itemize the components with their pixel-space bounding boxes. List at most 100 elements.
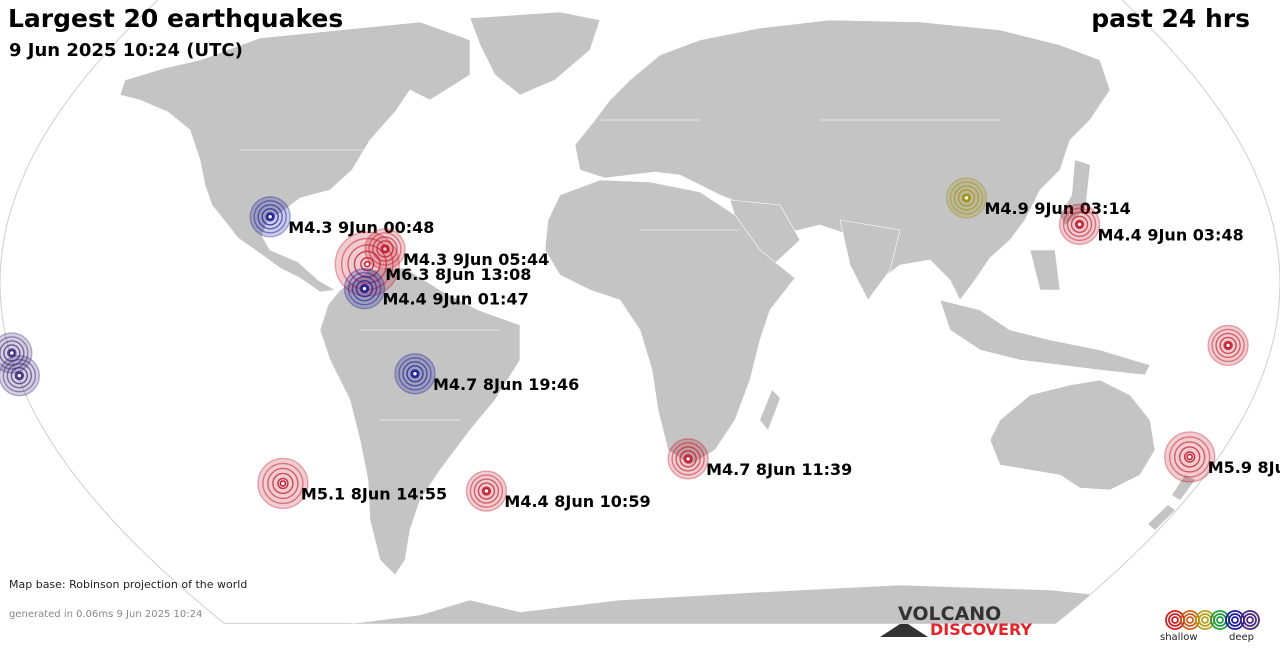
quake-ring xyxy=(1070,215,1089,234)
quake-ring xyxy=(1211,328,1245,363)
legend-depth-ring xyxy=(1228,613,1242,627)
quake-epicenter xyxy=(1076,221,1083,228)
quake-epicenter xyxy=(963,194,970,202)
quake-epicenter xyxy=(16,372,23,379)
quake-label: M4.3 9Jun 00:48 xyxy=(288,218,434,237)
quake-ring xyxy=(1207,324,1249,367)
quake-ring xyxy=(1163,431,1216,483)
south-america xyxy=(319,267,521,576)
map-title: Largest 20 earthquakes xyxy=(8,4,344,33)
quake-epicenter xyxy=(483,487,490,495)
quake-ring xyxy=(351,275,378,302)
quake-epicenter xyxy=(381,245,389,253)
quake-ring xyxy=(359,283,370,294)
quake-ring xyxy=(469,474,504,508)
earthquake-marker[interactable] xyxy=(0,354,41,397)
quake-ring xyxy=(265,212,275,222)
earthquake-marker[interactable]: M4.4 9Jun 01:47 xyxy=(343,267,529,310)
quake-ring xyxy=(267,467,299,500)
land-layer xyxy=(119,11,1280,624)
greenland xyxy=(469,11,601,96)
earthquake-marker[interactable]: M6.3 8Jun 13:08 xyxy=(334,231,531,297)
quake-ring xyxy=(1074,219,1085,230)
quake-epicenter xyxy=(279,480,287,487)
earthquake-marker[interactable]: M5.9 8Jun 21:15 xyxy=(1163,431,1280,483)
map-date: 9 Jun 2025 10:24 (UTC) xyxy=(9,40,243,61)
quake-ring xyxy=(2,358,37,393)
earthquake-marker[interactable]: M4.7 8Jun 11:39 xyxy=(667,438,852,480)
quake-ring xyxy=(262,462,304,505)
map-base-note: Map base: Robinson projection of the wor… xyxy=(9,578,248,591)
quake-ring xyxy=(272,472,294,495)
quake-ring xyxy=(402,361,428,387)
quake-label: M4.7 8Jun 11:39 xyxy=(706,460,852,479)
quake-label: M6.3 8Jun 13:08 xyxy=(385,265,531,284)
quake-ring xyxy=(683,454,693,464)
quake-ring xyxy=(1183,451,1196,463)
quake-ring xyxy=(360,256,375,272)
quake-label: M4.7 8Jun 19:46 xyxy=(433,375,579,394)
quake-ring xyxy=(347,244,388,284)
earthquake-marker[interactable]: M4.4 9Jun 03:48 xyxy=(1058,203,1244,246)
earthquake-marker[interactable]: M4.4 8Jun 10:59 xyxy=(465,470,651,512)
earthquake-marker[interactable] xyxy=(0,332,33,374)
quake-epicenter xyxy=(411,370,419,378)
depth-legend: shallow deep xyxy=(1160,608,1270,648)
quake-ring xyxy=(477,482,496,500)
quake-epicenter xyxy=(1224,342,1232,349)
logo-text-discovery: DISCOVERY xyxy=(930,620,1033,639)
quake-ring xyxy=(1215,332,1241,359)
legend-deep-label: deep xyxy=(1229,632,1254,643)
quake-ring xyxy=(671,442,705,476)
quake-ring xyxy=(1178,446,1201,468)
earthquake-marker[interactable]: M5.1 8Jun 14:55 xyxy=(257,457,447,510)
legend-depth-ring xyxy=(1216,616,1224,624)
quake-ring xyxy=(481,486,492,496)
legend-depth-ring xyxy=(1168,613,1182,627)
legend-depth-ring xyxy=(1246,616,1254,624)
volcanodiscovery-logo[interactable]: VOLCANO DISCOVERY xyxy=(880,603,1040,639)
quake-label: M4.4 8Jun 10:59 xyxy=(504,492,650,511)
quake-ring xyxy=(667,438,709,480)
africa xyxy=(544,179,796,466)
quake-label: M4.9 9Jun 03:14 xyxy=(985,199,1131,218)
quake-ring xyxy=(961,193,972,203)
quake-ring xyxy=(257,204,283,230)
earthquake-marker[interactable]: M4.9 9Jun 03:14 xyxy=(945,177,1131,219)
north-america xyxy=(119,21,471,293)
quake-ring xyxy=(3,344,21,362)
earthquake-marker[interactable]: M4.7 8Jun 19:46 xyxy=(394,353,579,395)
legend-depth-ring xyxy=(1240,610,1260,630)
earthquake-marker[interactable] xyxy=(1207,324,1249,367)
quake-label: M4.3 9Jun 05:44 xyxy=(403,250,549,269)
quake-ring xyxy=(945,177,988,219)
legend-depth-ring xyxy=(1183,613,1197,627)
quake-ring xyxy=(675,446,701,472)
quake-ring xyxy=(372,236,398,262)
earthquake-marker[interactable]: M4.3 9Jun 05:44 xyxy=(364,228,549,270)
quake-ring xyxy=(257,457,309,510)
legend-depth-ring xyxy=(1186,616,1194,624)
quake-epicenter xyxy=(1186,453,1193,461)
quake-ring xyxy=(347,271,382,306)
quake-epicenter xyxy=(361,285,368,292)
quake-ring xyxy=(1168,436,1211,478)
legend-depth-ring xyxy=(1243,613,1257,627)
quake-label: M5.9 8Jun 21:15 xyxy=(1208,458,1280,477)
legend-depth-ring xyxy=(1198,613,1212,627)
quake-ring xyxy=(410,369,420,379)
quake-label: M5.1 8Jun 14:55 xyxy=(301,485,447,504)
quake-epicenter xyxy=(8,349,16,357)
earthquake-marker[interactable]: M4.3 9Jun 00:48 xyxy=(249,196,434,238)
generated-note: generated in 0.06ms 9 Jun 2025 10:24 xyxy=(9,609,203,620)
legend-depth-ring xyxy=(1231,616,1239,624)
logo-text-volcano: VOLCANO xyxy=(898,603,1002,625)
southeast-asia-islands xyxy=(939,249,1151,376)
quake-ring xyxy=(10,366,29,385)
quake-ring xyxy=(1066,211,1093,238)
quake-ring xyxy=(6,362,33,389)
quake-ring xyxy=(277,477,289,490)
legend-depth-ring xyxy=(1213,613,1227,627)
